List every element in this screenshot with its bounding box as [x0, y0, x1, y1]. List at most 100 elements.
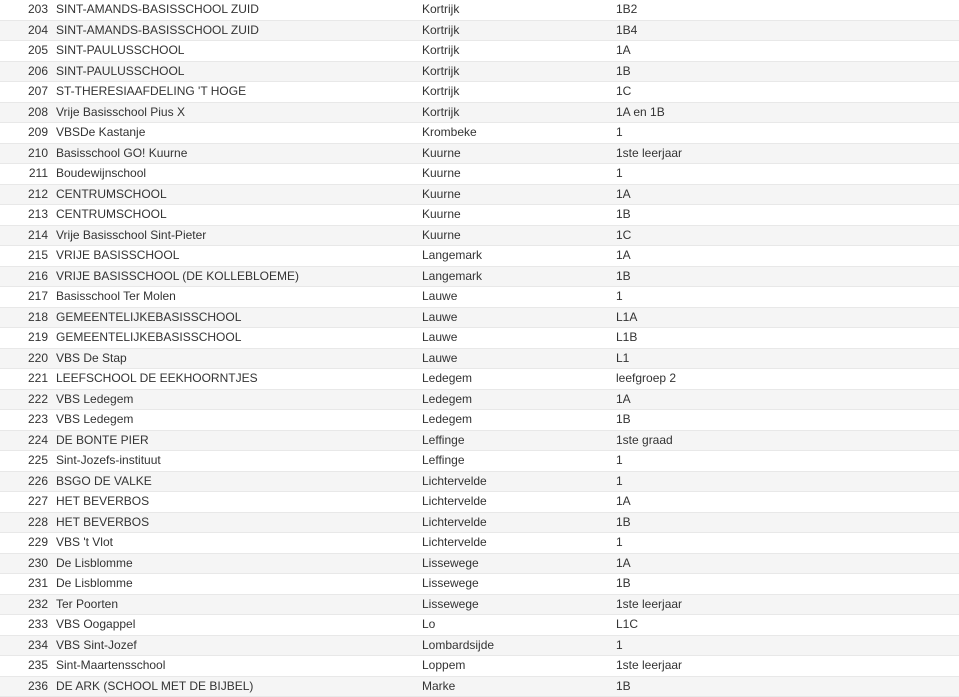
group: 1B: [612, 677, 959, 697]
city: Leffinge: [418, 451, 612, 471]
group: leefgroep 2: [612, 369, 959, 389]
row-number: 219: [0, 328, 52, 348]
row-number: 206: [0, 62, 52, 82]
city: Lichtervelde: [418, 492, 612, 512]
table-row: 204SINT-AMANDS-BASISSCHOOL ZUIDKortrijk1…: [0, 21, 959, 42]
group: 1B: [612, 205, 959, 225]
group: 1A: [612, 246, 959, 266]
table-row: 214Vrije Basisschool Sint-PieterKuurne1C: [0, 226, 959, 247]
city: Lauwe: [418, 287, 612, 307]
row-number: 208: [0, 103, 52, 123]
school-name: SINT-PAULUSSCHOOL: [52, 41, 418, 61]
row-number: 203: [0, 0, 52, 20]
city: Kortrijk: [418, 21, 612, 41]
city: Lissewege: [418, 595, 612, 615]
group: 1B: [612, 410, 959, 430]
table-row: 220VBS De StapLauweL1: [0, 349, 959, 370]
row-number: 216: [0, 267, 52, 287]
city: Ledegem: [418, 410, 612, 430]
school-name: BSGO DE VALKE: [52, 472, 418, 492]
school-name: VBS Sint-Jozef: [52, 636, 418, 656]
school-table: 203SINT-AMANDS-BASISSCHOOL ZUIDKortrijk1…: [0, 0, 959, 697]
row-number: 229: [0, 533, 52, 553]
table-row: 224DE BONTE PIERLeffinge1ste graad: [0, 431, 959, 452]
table-row: 227HET BEVERBOSLichtervelde1A: [0, 492, 959, 513]
group: 1A: [612, 390, 959, 410]
city: Lichtervelde: [418, 513, 612, 533]
group: 1: [612, 451, 959, 471]
table-row: 222VBS LedegemLedegem1A: [0, 390, 959, 411]
table-row: 215VRIJE BASISSCHOOLLangemark1A: [0, 246, 959, 267]
table-row: 228HET BEVERBOSLichtervelde1B: [0, 513, 959, 534]
school-name: VBSDe Kastanje: [52, 123, 418, 143]
group: 1ste leerjaar: [612, 144, 959, 164]
school-name: VBS Ledegem: [52, 390, 418, 410]
row-number: 226: [0, 472, 52, 492]
school-name: CENTRUMSCHOOL: [52, 205, 418, 225]
row-number: 232: [0, 595, 52, 615]
city: Lauwe: [418, 328, 612, 348]
city: Lauwe: [418, 308, 612, 328]
row-number: 234: [0, 636, 52, 656]
school-name: VBS De Stap: [52, 349, 418, 369]
group: 1: [612, 636, 959, 656]
city: Lichtervelde: [418, 533, 612, 553]
table-row: 230De LisblommeLissewege1A: [0, 554, 959, 575]
school-name: GEMEENTELIJKEBASISSCHOOL: [52, 308, 418, 328]
table-row: 205SINT-PAULUSSCHOOLKortrijk1A: [0, 41, 959, 62]
group: 1B: [612, 513, 959, 533]
table-row: 213CENTRUMSCHOOLKuurne1B: [0, 205, 959, 226]
school-name: LEEFSCHOOL DE EEKHOORNTJES: [52, 369, 418, 389]
row-number: 235: [0, 656, 52, 676]
table-row: 225Sint-Jozefs-instituutLeffinge1: [0, 451, 959, 472]
row-number: 224: [0, 431, 52, 451]
group: 1B: [612, 62, 959, 82]
group: 1: [612, 533, 959, 553]
school-name: SINT-PAULUSSCHOOL: [52, 62, 418, 82]
table-row: 226BSGO DE VALKELichtervelde1: [0, 472, 959, 493]
table-row: 233VBS OogappelLoL1C: [0, 615, 959, 636]
school-name: VRIJE BASISSCHOOL: [52, 246, 418, 266]
group: 1: [612, 287, 959, 307]
table-row: 219GEMEENTELIJKEBASISSCHOOLLauweL1B: [0, 328, 959, 349]
row-number: 221: [0, 369, 52, 389]
school-name: ST-THERESIAAFDELING 'T HOGE: [52, 82, 418, 102]
group: 1B2: [612, 0, 959, 20]
school-name: DE ARK (SCHOOL MET DE BIJBEL): [52, 677, 418, 697]
school-name: DE BONTE PIER: [52, 431, 418, 451]
row-number: 210: [0, 144, 52, 164]
table-row: 223VBS LedegemLedegem1B: [0, 410, 959, 431]
city: Leffinge: [418, 431, 612, 451]
school-name: HET BEVERBOS: [52, 492, 418, 512]
school-name: HET BEVERBOS: [52, 513, 418, 533]
city: Kortrijk: [418, 62, 612, 82]
row-number: 225: [0, 451, 52, 471]
row-number: 236: [0, 677, 52, 697]
row-number: 213: [0, 205, 52, 225]
school-name: GEMEENTELIJKEBASISSCHOOL: [52, 328, 418, 348]
group: 1ste leerjaar: [612, 656, 959, 676]
school-name: Boudewijnschool: [52, 164, 418, 184]
table-row: 207ST-THERESIAAFDELING 'T HOGEKortrijk1C: [0, 82, 959, 103]
group: L1: [612, 349, 959, 369]
row-number: 228: [0, 513, 52, 533]
city: Kuurne: [418, 226, 612, 246]
group: 1ste graad: [612, 431, 959, 451]
row-number: 230: [0, 554, 52, 574]
table-row: 232Ter PoortenLissewege1ste leerjaar: [0, 595, 959, 616]
city: Lombardsijde: [418, 636, 612, 656]
school-name: Sint-Maartensschool: [52, 656, 418, 676]
city: Marke: [418, 677, 612, 697]
row-number: 217: [0, 287, 52, 307]
school-name: VBS Oogappel: [52, 615, 418, 635]
group: 1A: [612, 492, 959, 512]
city: Langemark: [418, 246, 612, 266]
group: 1A: [612, 41, 959, 61]
school-name: De Lisblomme: [52, 554, 418, 574]
school-name: Basisschool Ter Molen: [52, 287, 418, 307]
school-name: Sint-Jozefs-instituut: [52, 451, 418, 471]
row-number: 218: [0, 308, 52, 328]
table-row: 206SINT-PAULUSSCHOOLKortrijk1B: [0, 62, 959, 83]
city: Lauwe: [418, 349, 612, 369]
row-number: 223: [0, 410, 52, 430]
